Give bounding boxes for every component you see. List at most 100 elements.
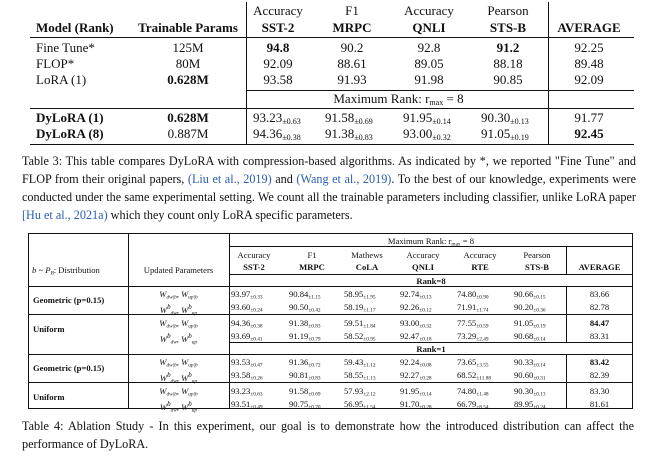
t3-cell-model: DyLoRA (8) bbox=[36, 126, 104, 141]
t4-param-cell: Wbdw, Wbup bbox=[159, 332, 198, 346]
t4-value-cell: 93.23±0.63 bbox=[231, 386, 263, 398]
t4-value-cell: 57.93±2.12 bbox=[344, 386, 376, 398]
t3-cell-stsb: 90.85 bbox=[493, 72, 523, 87]
t3-cell-mrpc: 90.2 bbox=[340, 40, 364, 55]
t4-average-cell: 81.61 bbox=[589, 399, 610, 409]
t3-cell-mrpc: 88.61 bbox=[337, 56, 367, 71]
t4-value-cell: 93.00±0.32 bbox=[400, 318, 432, 330]
t4-metric: Accuracy bbox=[406, 250, 440, 260]
t3-cell-sst2: 94.36±0.38 bbox=[253, 126, 301, 142]
t4-header-task: STS-B bbox=[525, 262, 549, 272]
t3-cell-params: 0.628M bbox=[167, 110, 209, 125]
t4-value-cell: 90.33±0.14 bbox=[514, 357, 546, 369]
t4-group-rule bbox=[28, 314, 633, 315]
t4-value-cell: 93.51±0.49 bbox=[231, 399, 263, 410]
t3-cell-mrpc: 91.58±0.69 bbox=[325, 110, 373, 126]
t3-cell-qnli: 89.05 bbox=[414, 56, 444, 71]
t4-value-cell: 91.36±0.72 bbox=[289, 357, 321, 369]
t3-cell-qnli: 91.95±0.14 bbox=[403, 110, 451, 126]
t4-average-cell: 84.47 bbox=[589, 318, 610, 328]
t3-cell-stsb: 90.30±0.13 bbox=[481, 110, 529, 126]
t4-rank1-label: Rank=1 bbox=[416, 344, 446, 354]
t4-value-cell: 94.36±0.38 bbox=[231, 318, 263, 330]
t4-value-cell: 90.20±0.36 bbox=[514, 302, 546, 314]
t4-average-cell: 82.78 bbox=[589, 302, 610, 312]
t4-value-cell: 74.80±1.48 bbox=[457, 386, 489, 398]
t4-distribution-label: Uniform bbox=[33, 324, 65, 334]
t4-value-cell: 90.75±0.70 bbox=[289, 399, 321, 410]
t4-value-cell: 74.80±0.90 bbox=[457, 289, 489, 301]
t4-param-cell: Wbdw, Wbup bbox=[159, 371, 197, 384]
t3-header-model: Model (Rank) bbox=[36, 20, 114, 35]
t4-value-cell: 90.81±0.83 bbox=[289, 370, 321, 382]
t3-header-sst2: SST-2 bbox=[261, 20, 295, 35]
t3-cell-average: 91.77 bbox=[574, 110, 604, 125]
t4-distribution-label: Uniform bbox=[33, 392, 65, 402]
t3-cell-params: 0.887M bbox=[167, 126, 209, 141]
t4-value-cell: 90.66±0.15 bbox=[514, 289, 546, 301]
t3-cell-average: 92.45 bbox=[574, 126, 604, 141]
t3-cell-sst2: 93.23±0.63 bbox=[253, 110, 301, 126]
t3-cell-sst2: 92.09 bbox=[263, 56, 293, 71]
t3-cell-mrpc: 91.93 bbox=[337, 72, 367, 87]
t3-header-qnli: QNLI bbox=[412, 20, 446, 35]
table-3-caption: Table 3: This table compares DyLoRA with… bbox=[22, 154, 636, 222]
t4-value-cell: 59.51±1.84 bbox=[344, 318, 376, 330]
table-4-caption: Table 4: Ablation Study - In this experi… bbox=[22, 419, 634, 451]
t4-header-distribution: b ~ PB: Distribution bbox=[32, 265, 100, 277]
t3-metric-stsb: Pearson bbox=[487, 3, 529, 18]
t3-cell-model: Fine Tune* bbox=[36, 40, 95, 55]
t4-average-cell: 83.42 bbox=[589, 357, 610, 367]
t4-param-cell: Wbdw, Wbup bbox=[159, 400, 198, 414]
t4-value-cell: 91.05±0.19 bbox=[514, 318, 546, 330]
t4-value-cell: 90.30±0.13 bbox=[514, 386, 546, 398]
t3-cell-model: DyLoRA (1) bbox=[36, 110, 104, 125]
t3-metric-mrpc: F1 bbox=[345, 3, 359, 18]
t4-max-rank-label: Maximum Rank: rmax = 8 bbox=[387, 236, 475, 248]
t3-cell-qnli: 92.8 bbox=[417, 40, 441, 55]
t3-cell-sst2: 94.8 bbox=[266, 40, 290, 55]
citation-link[interactable]: [Hu et al., 2021a) bbox=[22, 208, 108, 222]
t4-value-cell: 91.19±0.79 bbox=[289, 331, 321, 343]
t4-value-cell: 91.58±0.69 bbox=[289, 386, 321, 398]
t4-value-cell: 73.29±2.49 bbox=[457, 331, 489, 343]
t4-header-task: SST-2 bbox=[243, 262, 265, 272]
t3-cell-model: FLOP* bbox=[36, 56, 75, 71]
t3-header-params: Trainable Params bbox=[138, 20, 238, 35]
t3-cell-params: 0.628M bbox=[167, 72, 209, 87]
t4-distribution-label: Geometric (p=0.15) bbox=[33, 363, 105, 373]
t4-value-cell: 92.47±0.18 bbox=[400, 331, 432, 343]
t4-rank8-label: Rank=8 bbox=[416, 276, 446, 286]
citation-link[interactable]: (Liu et al., 2019) bbox=[187, 172, 272, 186]
t3-cell-params: 125M bbox=[172, 40, 204, 55]
t4-value-cell: 89.95±0.24 bbox=[514, 399, 546, 410]
t3-cell-stsb: 91.05±0.19 bbox=[481, 126, 529, 142]
t3-cell-params: 80M bbox=[175, 56, 201, 71]
t3-header-stsb: STS-B bbox=[489, 20, 527, 35]
t3-cell-model: LoRA (1) bbox=[36, 72, 87, 87]
t4-metric: Mathews bbox=[351, 250, 383, 260]
t3-cell-average: 92.25 bbox=[574, 40, 604, 55]
citation-link[interactable]: (Wang et al., 2019) bbox=[296, 172, 392, 186]
t4-value-cell: 58.55±1.13 bbox=[344, 370, 376, 382]
t3-cell-qnli: 93.00±0.32 bbox=[403, 126, 451, 142]
t3-cell-average: 92.09 bbox=[574, 72, 604, 87]
t3-cell-qnli: 91.98 bbox=[414, 72, 444, 87]
t4-value-cell: 91.38±0.83 bbox=[289, 318, 321, 330]
t4-value-cell: 58.95±1.95 bbox=[344, 289, 376, 301]
t4-distribution-label: Geometric (p=0.15) bbox=[33, 295, 105, 305]
t4-value-cell: 91.95±0.14 bbox=[400, 386, 432, 398]
t4-average-cell: 83.31 bbox=[589, 331, 610, 341]
t3-cell-mrpc: 91.38±0.83 bbox=[325, 126, 373, 142]
t3-cell-average: 89.48 bbox=[574, 56, 604, 71]
t4-value-cell: 92.27±0.28 bbox=[400, 370, 432, 382]
t4-value-cell: 91.70±0.28 bbox=[400, 399, 432, 410]
t4-metric: Accuracy bbox=[463, 250, 497, 260]
t4-value-cell: 93.69±0.41 bbox=[231, 331, 263, 343]
t3-cell-stsb: 91.2 bbox=[496, 40, 520, 55]
t4-metric: F1 bbox=[307, 250, 317, 260]
t4-metric: Accuracy bbox=[237, 250, 271, 260]
t4-header-task: QNLI bbox=[412, 262, 434, 272]
t3-metric-qnli: Accuracy bbox=[404, 3, 454, 18]
t4-value-cell: 92.24±0.08 bbox=[400, 357, 432, 369]
